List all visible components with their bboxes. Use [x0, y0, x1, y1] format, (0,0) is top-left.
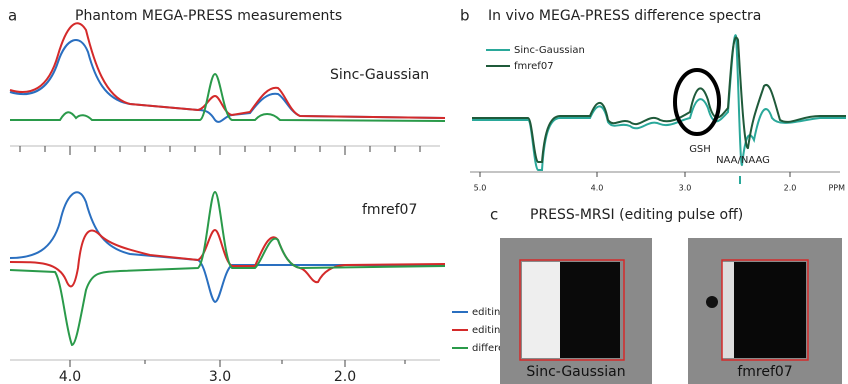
axis-label: 2.0 — [784, 184, 797, 193]
bottom-axis — [10, 360, 440, 367]
axis-label: 3.0 — [209, 369, 231, 384]
axis-label: 4.0 — [59, 369, 81, 384]
image-label: fmref07 — [737, 364, 792, 380]
panel-label: c — [490, 206, 498, 224]
annotation: GSH — [689, 144, 711, 155]
mrsi-image — [688, 238, 842, 384]
panel-title: In vivo MEGA-PRESS difference spectra — [488, 8, 761, 24]
annotation: NAA/NAAG — [716, 155, 770, 166]
panel-title: PRESS-MRSI (editing pulse off) — [530, 207, 743, 223]
middle-axis — [10, 146, 440, 155]
panel-label: a — [8, 7, 17, 25]
axis-label: 3.0 — [679, 184, 692, 193]
figure: a Phantom MEGA-PRESS measurements Sinc-G… — [0, 0, 848, 384]
axis-label: 5.0 — [474, 184, 487, 193]
axis-label: 2.0 — [334, 369, 356, 384]
axis-label: PPM — [828, 184, 845, 193]
mrsi-image — [500, 238, 652, 384]
spectrum-label: Sinc-Gaussian — [330, 67, 429, 83]
in-vivo-axis — [470, 172, 840, 184]
spectrum-label: fmref07 — [362, 202, 417, 218]
image-label: Sinc-Gaussian — [526, 364, 625, 380]
legend-label: Sinc-Gaussian — [514, 45, 585, 56]
axis-label: 4.0 — [591, 184, 604, 193]
legend-label: fmref07 — [514, 61, 554, 72]
panel-title: Phantom MEGA-PRESS measurements — [75, 8, 342, 24]
panel-label: b — [460, 7, 470, 25]
